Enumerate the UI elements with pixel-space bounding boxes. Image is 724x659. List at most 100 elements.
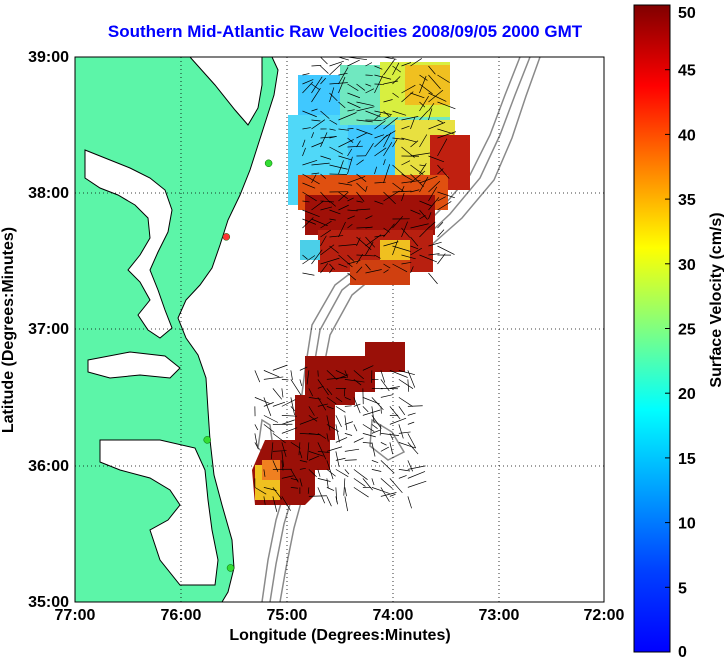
velocity-vector <box>272 401 286 407</box>
velocity-vector <box>302 127 311 130</box>
y-tick-label: 39:00 <box>28 49 69 66</box>
velocity-vector <box>320 257 340 265</box>
velocity-vector <box>308 415 318 422</box>
velocity-vector <box>335 397 343 403</box>
velocity-vector <box>338 57 349 61</box>
velocity-vector <box>398 397 413 407</box>
velocity-vector <box>311 218 328 227</box>
velocity-vector <box>401 185 405 193</box>
velocity-vector <box>353 379 362 386</box>
velocity-vector <box>344 496 349 512</box>
velocity-vector <box>317 487 326 504</box>
velocity-vector <box>302 209 320 218</box>
velocity-vector <box>272 388 283 400</box>
x-tick-label: 73:00 <box>479 607 520 624</box>
velocity-vector <box>335 496 338 505</box>
velocity-vector <box>344 448 360 452</box>
colorbar-tick-label: 10 <box>678 516 696 533</box>
velocity-vector <box>326 460 334 480</box>
velocity-vector <box>290 370 293 380</box>
velocity-vector <box>263 402 274 407</box>
velocity-vector <box>365 226 373 229</box>
velocity-vector <box>338 160 344 175</box>
velocity-vector <box>356 159 364 166</box>
velocity-vector <box>347 254 355 262</box>
velocity-vector <box>419 163 427 175</box>
velocity-vector <box>335 437 348 443</box>
velocity-vector <box>338 254 353 268</box>
velocity-vector <box>380 370 386 383</box>
velocity-vector <box>302 81 314 94</box>
velocity-vector <box>281 442 287 457</box>
velocity-vector <box>302 200 310 203</box>
colorbar-tick-label: 25 <box>678 322 696 339</box>
velocity-vector <box>302 139 306 148</box>
velocity-vector <box>437 191 455 199</box>
velocity-vector <box>407 442 419 455</box>
velocity-vector <box>428 74 441 90</box>
velocity-vector <box>329 267 334 274</box>
velocity-vector <box>347 92 361 99</box>
velocity-vector <box>437 253 446 265</box>
velocity-vector <box>311 88 321 103</box>
velocity-vector <box>344 459 357 461</box>
velocity-vector <box>365 142 374 157</box>
velocity-vector <box>329 60 344 67</box>
velocity-vector <box>254 424 259 431</box>
velocity-vector <box>254 442 259 450</box>
velocity-vector <box>380 492 397 497</box>
velocity-vector <box>326 446 343 452</box>
velocity-vector <box>317 451 330 453</box>
y-tick-label: 37:00 <box>28 321 69 338</box>
velocity-vector <box>428 65 436 75</box>
velocity-vector <box>437 201 452 211</box>
velocity-vector <box>410 58 422 67</box>
velocity-vector <box>419 176 429 193</box>
velocity-vector <box>383 269 389 274</box>
velocity-vector <box>362 406 369 413</box>
velocity-vector <box>329 92 338 102</box>
velocity-vector <box>383 110 390 117</box>
velocity-vector <box>419 254 437 263</box>
velocity-vector <box>308 469 317 478</box>
velocity-vector <box>329 218 336 221</box>
velocity-vector <box>398 475 407 479</box>
velocity-vector <box>365 83 372 87</box>
velocity-vector <box>371 397 384 411</box>
velocity-vector <box>392 215 404 229</box>
velocity-vector <box>311 172 320 175</box>
velocity-vector <box>311 174 317 184</box>
velocity-vector <box>374 147 387 157</box>
velocity-vector <box>407 421 415 425</box>
velocity-vector <box>344 370 349 378</box>
velocity-vector <box>419 175 438 184</box>
velocity-vector <box>437 164 450 179</box>
velocity-vector <box>302 79 314 85</box>
velocity-vector <box>392 62 400 76</box>
velocity-vector <box>419 110 429 121</box>
velocity-vector <box>410 140 419 148</box>
velocity-vector <box>338 191 349 202</box>
velocity-vector <box>383 142 393 157</box>
velocity-vector <box>437 196 446 202</box>
velocity-vector <box>338 191 348 200</box>
velocity-vector <box>371 469 382 472</box>
velocity-vector <box>410 170 426 184</box>
velocity-vector <box>272 460 279 472</box>
velocity-vector <box>281 379 289 381</box>
velocity-vector <box>356 191 365 202</box>
velocity-vector <box>344 405 352 407</box>
colorbar-tick-label: 35 <box>678 192 696 209</box>
velocity-vector <box>317 433 327 439</box>
velocity-vector <box>383 132 392 148</box>
velocity-vector <box>347 137 354 143</box>
velocity-vector <box>419 200 432 207</box>
velocity-vector <box>392 110 407 116</box>
velocity-vector <box>311 76 323 94</box>
station-marker <box>203 436 211 444</box>
velocity-vector <box>317 403 328 407</box>
velocity-vector <box>374 110 392 115</box>
velocity-vector <box>254 397 270 404</box>
velocity-vector <box>389 478 403 494</box>
